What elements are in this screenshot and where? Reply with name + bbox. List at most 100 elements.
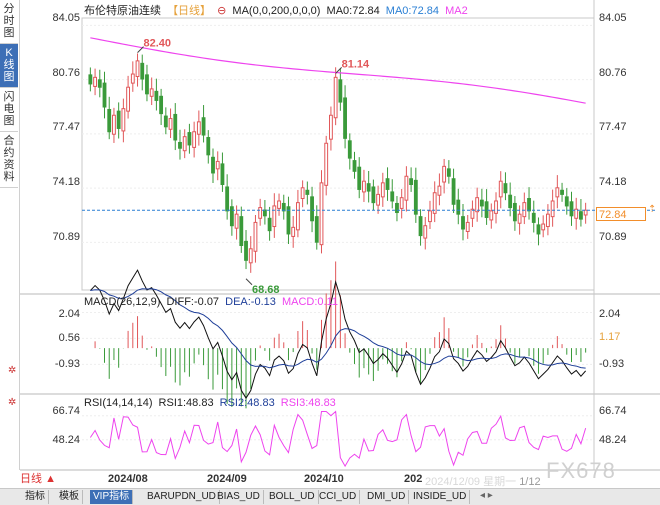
rsi-title[interactable]: RSI(14,14,14)	[84, 397, 153, 409]
ma0b-value: MA0:72.84	[385, 5, 439, 17]
candle-body	[437, 185, 442, 196]
chart-canvas[interactable]: 82.40 81.14 68.68	[0, 0, 660, 488]
candle-body	[579, 211, 583, 220]
candle-body	[173, 113, 178, 141]
candle-body	[470, 208, 475, 219]
period-selector-label: 日线	[20, 473, 42, 485]
tab-templates[interactable]: 模板	[56, 490, 83, 504]
candle-body	[324, 142, 329, 186]
candle-body	[545, 213, 550, 228]
price-axis-label-left: 77.47	[52, 121, 80, 133]
candle-body	[319, 182, 324, 246]
rsi-axis-label-left: 66.74	[52, 405, 80, 417]
candle-body	[527, 198, 531, 212]
ma-params[interactable]: MA(0,0,200,0,0,0)	[232, 5, 321, 17]
candle-body	[220, 163, 225, 185]
period-label[interactable]: 【日线】	[167, 5, 212, 17]
candle-body	[234, 213, 239, 229]
candle-body	[517, 213, 522, 224]
candle-body	[314, 216, 319, 243]
tab-scroll-arrows-icon[interactable]: ◂ ▸	[480, 490, 493, 501]
price-annotation: 82.40	[144, 38, 172, 50]
candle-body	[215, 160, 220, 170]
left-tab-2[interactable]: 闪电图	[0, 88, 18, 132]
candle-body	[163, 115, 168, 128]
rsi1-value: RSI1:48.83	[158, 397, 214, 409]
candle-body	[281, 202, 286, 212]
candle-body	[560, 189, 564, 195]
candle-body	[390, 191, 395, 202]
rsi-settings-icon[interactable]: ✲	[8, 397, 17, 408]
candle-body	[229, 206, 234, 227]
period-dropdown-icon: ▲	[45, 473, 56, 485]
candle-body	[475, 197, 480, 213]
candle-body	[583, 209, 588, 216]
left-tab-0[interactable]: 分时图	[0, 0, 18, 44]
cursor-tail: 1/12	[519, 476, 541, 488]
annotation-leader	[245, 278, 253, 286]
rsi-line	[89, 410, 587, 468]
candle-body	[536, 224, 541, 235]
macd-axis-label-right: 2.04	[599, 308, 621, 320]
macd-axis-label-left: 2.04	[58, 308, 80, 320]
price-axis-label-right: 70.89	[599, 231, 627, 243]
last-price-tag: 72.84	[596, 207, 646, 221]
tab-barupdn[interactable]: BARUPDN_UD	[144, 490, 220, 504]
candle-body	[112, 114, 116, 135]
tab-inside[interactable]: INSIDE_UD	[410, 490, 471, 504]
candle-body	[93, 76, 97, 87]
rsi-axis-label-right: 66.74	[599, 405, 627, 417]
candle-body	[272, 205, 277, 228]
macd-axis-label-left: 0.56	[58, 332, 80, 344]
tab-bias[interactable]: BIAS_UD	[214, 490, 264, 504]
ma2-label: MA2	[445, 5, 468, 17]
ma200-line	[90, 37, 586, 104]
candle-body	[102, 82, 107, 108]
period-selector[interactable]: 日线 ▲	[20, 471, 78, 487]
macd-diff: DIFF:-0.07	[166, 296, 220, 308]
candle-body	[451, 178, 456, 205]
candle-body	[512, 202, 517, 222]
candle-body	[343, 97, 347, 139]
candle-body	[508, 194, 513, 209]
candle-body	[126, 86, 131, 112]
tab-dmi[interactable]: DMI_UD	[364, 490, 410, 504]
date-axis-label: 2024/09	[207, 473, 247, 485]
candle-body	[362, 180, 366, 193]
macd-current-value: 1.17	[599, 331, 621, 343]
cursor-date-info: 2024/12/09 星期一 1/12	[425, 473, 541, 489]
price-tag-arrow-icon[interactable]: ⇡	[648, 204, 657, 215]
candle-body	[286, 206, 291, 235]
watermark-logo: FX678	[546, 458, 616, 483]
bottom-indicator-tabs: 指标 模板 VIP指标 BARUPDN_UD BIAS_UD BOLL_UD C…	[0, 488, 660, 505]
left-tab-3[interactable]: 合约资料	[0, 132, 18, 188]
candle-body	[329, 114, 333, 140]
macd-title[interactable]: MACD(26,12,9)	[84, 296, 161, 308]
price-annotation: 68.68	[252, 284, 280, 296]
price-axis-label-left: 80.76	[52, 67, 80, 79]
candle-body	[541, 223, 546, 231]
candle-body	[550, 200, 555, 218]
macd-axis-label-right: -0.93	[599, 358, 625, 370]
annotation-leader	[137, 46, 144, 53]
candle-body	[428, 210, 432, 223]
tab-boll[interactable]: BOLL_UD	[266, 490, 319, 504]
tab-indicators[interactable]: 指标	[22, 490, 49, 504]
indicator-settings-icon[interactable]: ⊖	[217, 5, 227, 17]
candle-body	[192, 131, 197, 148]
candle-body	[395, 202, 399, 214]
candle-body	[522, 202, 527, 218]
date-axis-label: 2024/10	[304, 473, 344, 485]
tab-vip-indicators[interactable]: VIP指标	[90, 490, 134, 504]
candle-body	[262, 209, 267, 217]
candle-body	[201, 117, 206, 136]
tab-cci[interactable]: CCI_UD	[316, 490, 361, 504]
date-axis-label: 2024/08	[108, 473, 148, 485]
candle-body	[121, 108, 126, 132]
candle-body	[385, 178, 390, 190]
candle-body	[277, 200, 281, 209]
candle-body	[333, 76, 338, 119]
candle-body	[211, 156, 215, 174]
macd-settings-icon[interactable]: ✲	[8, 365, 17, 376]
